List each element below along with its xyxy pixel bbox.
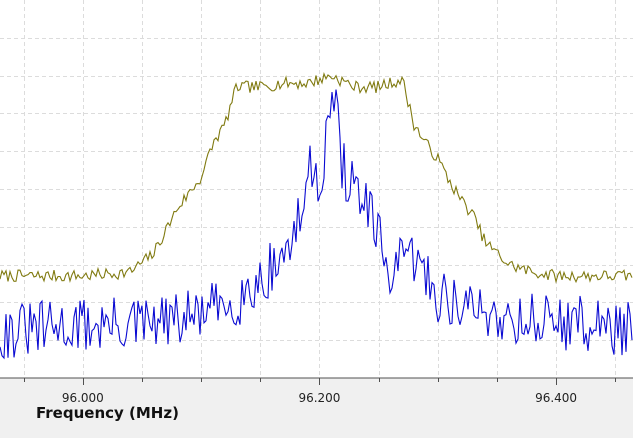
- max-hold-trace: [0, 71, 633, 284]
- x-tick-label: 96.000: [62, 391, 104, 405]
- x-tick-label: 96.200: [298, 391, 340, 405]
- x-tick-label: 96.400: [535, 391, 577, 405]
- x-axis-tick-labels: 96.000 96.200 96.400: [62, 391, 577, 405]
- x-axis-ticks: [24, 378, 616, 385]
- x-axis-title: Frequency (MHz): [36, 404, 179, 422]
- traces: [0, 71, 633, 360]
- live-spectrum-trace: [0, 89, 633, 360]
